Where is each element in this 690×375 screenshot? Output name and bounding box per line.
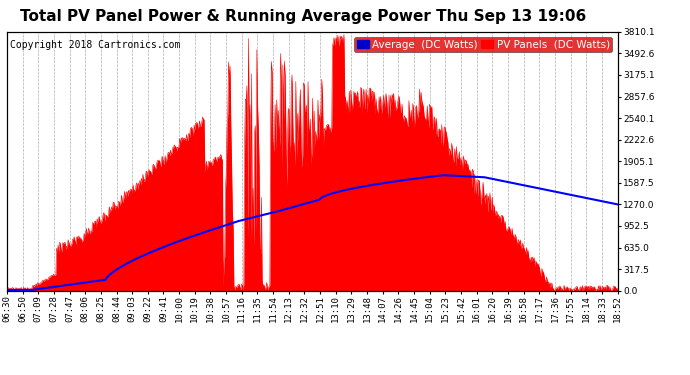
Legend: Average  (DC Watts), PV Panels  (DC Watts): Average (DC Watts), PV Panels (DC Watts) — [354, 37, 612, 52]
Text: Copyright 2018 Cartronics.com: Copyright 2018 Cartronics.com — [10, 40, 180, 50]
Text: Total PV Panel Power & Running Average Power Thu Sep 13 19:06: Total PV Panel Power & Running Average P… — [21, 9, 586, 24]
